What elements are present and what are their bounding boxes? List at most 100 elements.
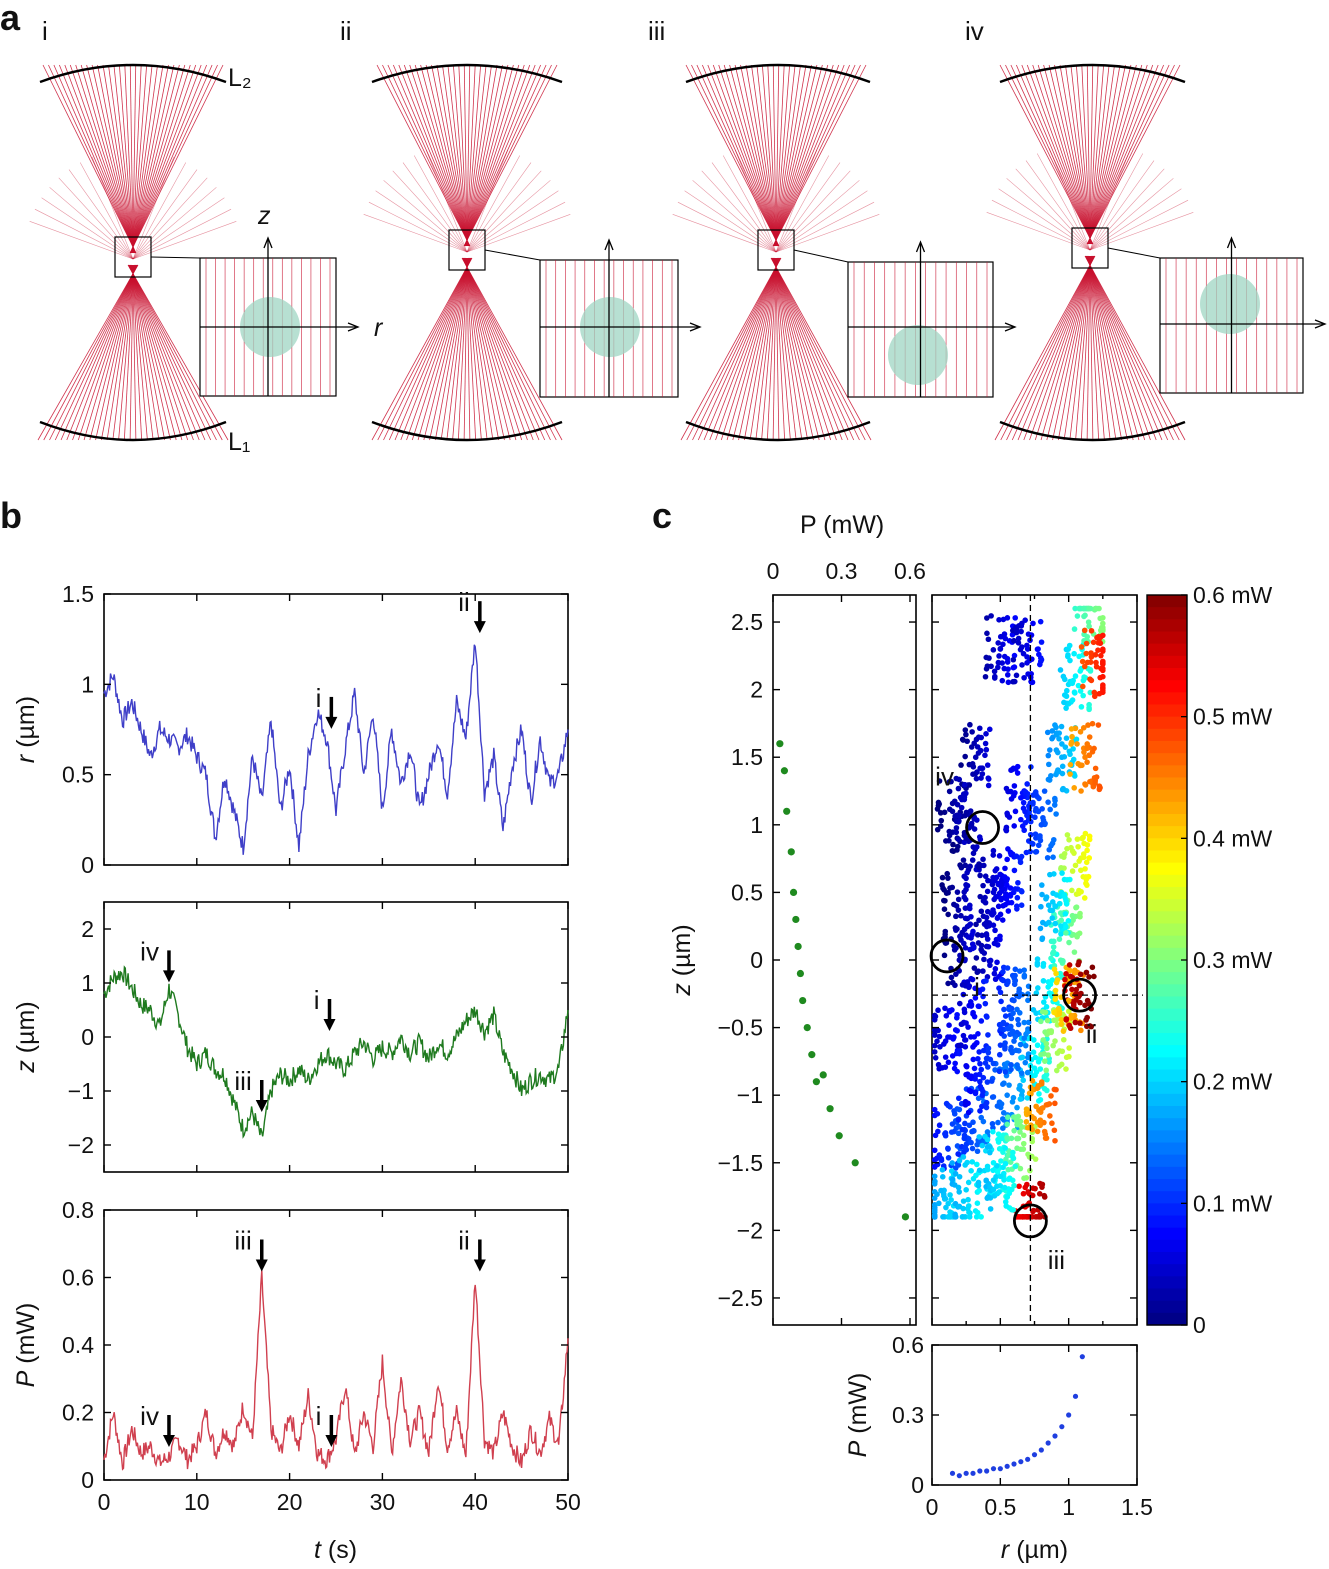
data-point xyxy=(977,893,984,900)
marker-circle-iv xyxy=(965,810,1000,845)
ray-upper xyxy=(1059,64,1092,245)
data-point xyxy=(976,989,983,996)
ray-upper xyxy=(131,64,164,254)
ray-upper xyxy=(414,64,470,247)
scatter-r-vs-power: 0 0.5 1 1.5 0 0.3 0.6 P (mW) r (µm) xyxy=(844,1332,1153,1564)
data-point xyxy=(976,725,983,732)
data-point xyxy=(948,1197,954,1203)
data-point xyxy=(984,1166,991,1173)
data-point xyxy=(945,1059,952,1066)
ray-upper xyxy=(131,64,158,254)
ray-upper xyxy=(1087,64,1159,245)
scattered-ray xyxy=(986,211,1091,251)
data-point xyxy=(1037,925,1044,932)
ray-lower xyxy=(1023,255,1094,441)
ray-diagram-ii xyxy=(363,63,702,442)
data-point xyxy=(1022,819,1029,826)
data-point xyxy=(1003,824,1010,831)
data-point xyxy=(965,1196,971,1203)
data-point xyxy=(977,1468,983,1474)
data-point xyxy=(1049,1120,1055,1127)
data-point xyxy=(996,1051,1003,1058)
data-point xyxy=(1010,1149,1016,1156)
marker-label-ii: ii xyxy=(1086,1019,1098,1049)
data-point xyxy=(1044,1076,1050,1083)
data-point xyxy=(1012,1163,1019,1170)
data-point xyxy=(1052,903,1058,909)
annotation-label-iv: iv xyxy=(140,936,159,966)
data-point xyxy=(1023,1119,1030,1125)
data-point xyxy=(1002,1013,1009,1019)
data-point xyxy=(1004,856,1010,863)
ray-lower xyxy=(774,257,803,441)
data-point xyxy=(1033,848,1040,855)
data-point xyxy=(931,1049,938,1055)
ray-upper xyxy=(1088,64,1110,245)
ray-lower xyxy=(715,257,780,441)
ray-lower xyxy=(130,264,183,441)
data-point xyxy=(1060,1036,1067,1043)
data-point xyxy=(1024,1029,1031,1035)
data-point xyxy=(1044,1045,1050,1052)
data-point xyxy=(984,1136,991,1143)
data-point xyxy=(962,812,968,819)
y-axis-label: z (µm) xyxy=(668,924,696,996)
data-point xyxy=(997,646,1004,652)
data-point xyxy=(1067,761,1074,768)
data-point xyxy=(973,921,979,928)
data-point xyxy=(1011,652,1018,659)
data-point xyxy=(960,791,967,797)
data-point xyxy=(977,1060,983,1067)
ray-lower xyxy=(423,257,470,441)
data-point xyxy=(955,836,962,842)
data-point xyxy=(941,906,948,913)
data-point xyxy=(942,1064,949,1070)
ray-upper xyxy=(465,64,509,247)
data-point xyxy=(1067,1025,1074,1032)
ray-lower xyxy=(464,257,511,441)
data-point xyxy=(1028,632,1035,638)
ray-lower xyxy=(461,257,563,441)
data-point xyxy=(1100,646,1106,653)
data-point xyxy=(956,776,963,783)
data-point xyxy=(1044,1017,1051,1024)
data-point xyxy=(995,1119,1001,1126)
data-point xyxy=(961,1037,968,1043)
series-line xyxy=(103,965,569,1139)
ray-diagram-iv xyxy=(986,63,1327,442)
scattered-ray xyxy=(368,201,468,253)
data-point xyxy=(978,734,985,741)
data-point xyxy=(975,1055,981,1062)
scattered-ray xyxy=(132,220,237,260)
data-point xyxy=(976,861,982,867)
data-point xyxy=(1021,974,1028,980)
scattered-ray xyxy=(132,177,208,260)
data-point xyxy=(992,966,999,972)
data-point xyxy=(1038,1018,1044,1025)
data-point xyxy=(945,875,951,881)
data-point xyxy=(990,1167,996,1174)
colorbar-segment xyxy=(1147,1203,1187,1217)
data-point xyxy=(972,754,979,761)
data-point xyxy=(984,1468,990,1474)
ray-lower xyxy=(400,257,471,441)
data-point xyxy=(981,956,987,963)
data-point xyxy=(944,870,951,877)
data-point xyxy=(1058,917,1065,924)
data-point xyxy=(1039,919,1046,926)
data-point xyxy=(1052,920,1059,927)
ray-upper xyxy=(431,64,469,247)
data-point xyxy=(1071,785,1078,791)
data-point xyxy=(1033,1010,1039,1016)
data-point xyxy=(1094,605,1100,612)
data-point xyxy=(1060,1028,1067,1034)
colorbar-segment xyxy=(1147,996,1187,1010)
data-point xyxy=(1000,1081,1006,1088)
data-point xyxy=(1048,1029,1054,1036)
ray-lower xyxy=(1017,255,1095,441)
data-point xyxy=(967,721,973,728)
data-point xyxy=(974,817,980,823)
colorbar-segment xyxy=(1147,899,1187,912)
data-point xyxy=(1100,614,1106,621)
